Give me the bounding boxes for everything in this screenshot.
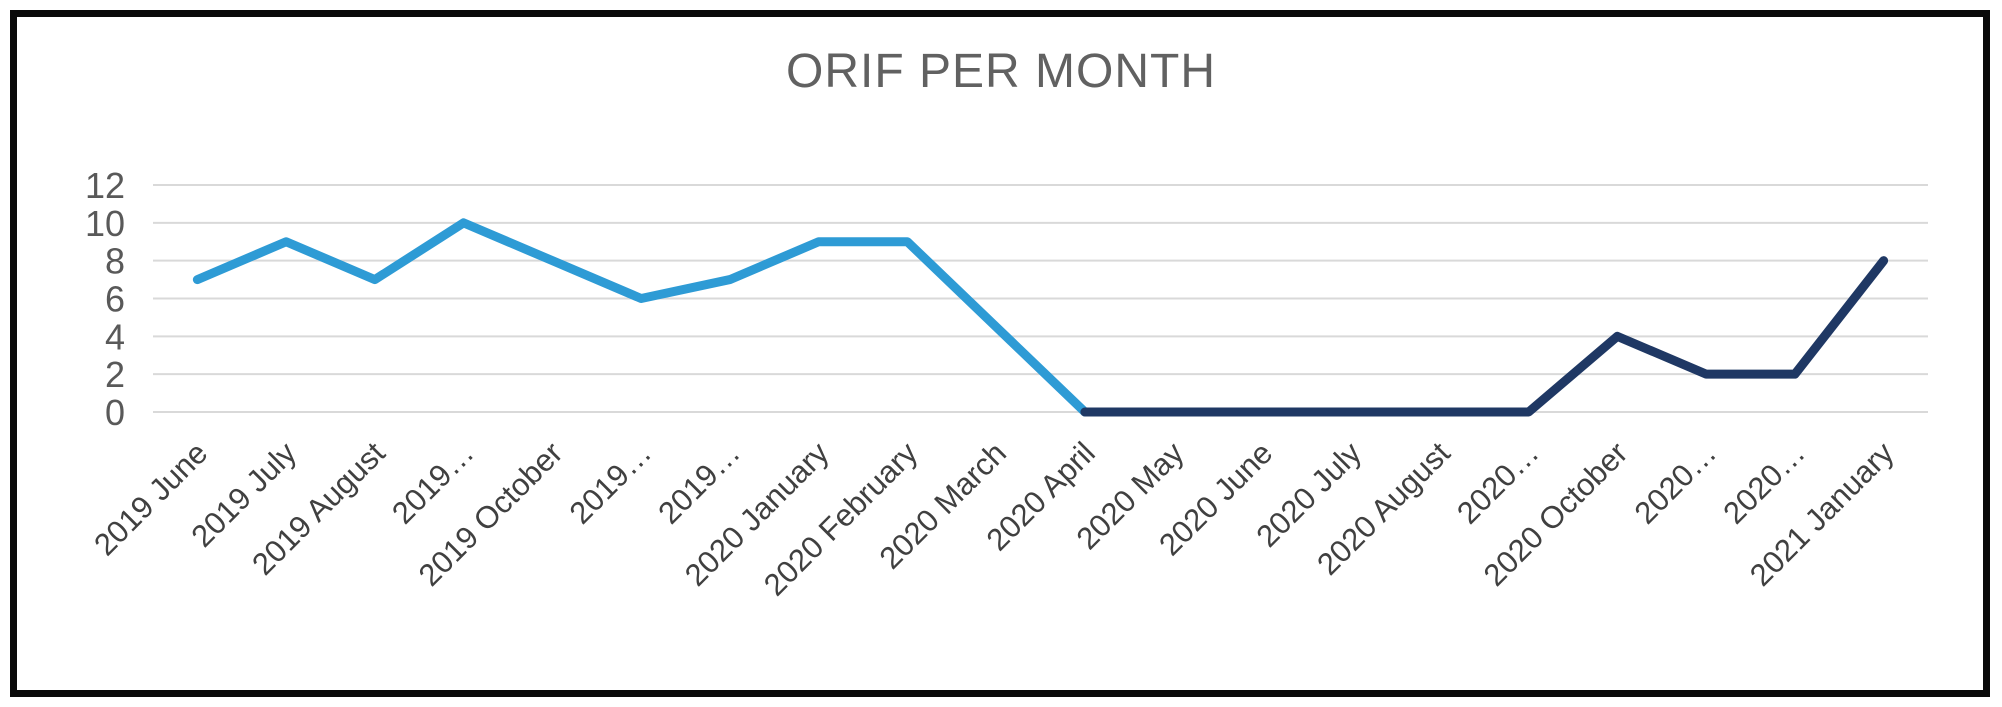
series-line-1	[192, 218, 1090, 417]
chart-title: ORIF PER MONTH	[786, 45, 1216, 98]
y-axis-tick-label: 8	[105, 241, 125, 282]
x-axis-tick-label: 2020 February	[757, 435, 925, 603]
y-axis-tick-label: 0	[105, 392, 125, 433]
x-axis-tick-label: 2020…	[1628, 435, 1723, 530]
y-axis-tick-label: 12	[85, 165, 125, 206]
y-axis-tick-label: 6	[105, 279, 125, 320]
y-axis-tick-label: 2	[105, 354, 125, 395]
x-axis-tick-label: 2019 June	[87, 435, 214, 562]
y-axis-tick-label: 10	[85, 203, 125, 244]
y-axis-tick-label: 4	[105, 316, 125, 357]
series-line-2	[1080, 256, 1889, 417]
x-axis-tick-label: 2019…	[563, 435, 658, 530]
